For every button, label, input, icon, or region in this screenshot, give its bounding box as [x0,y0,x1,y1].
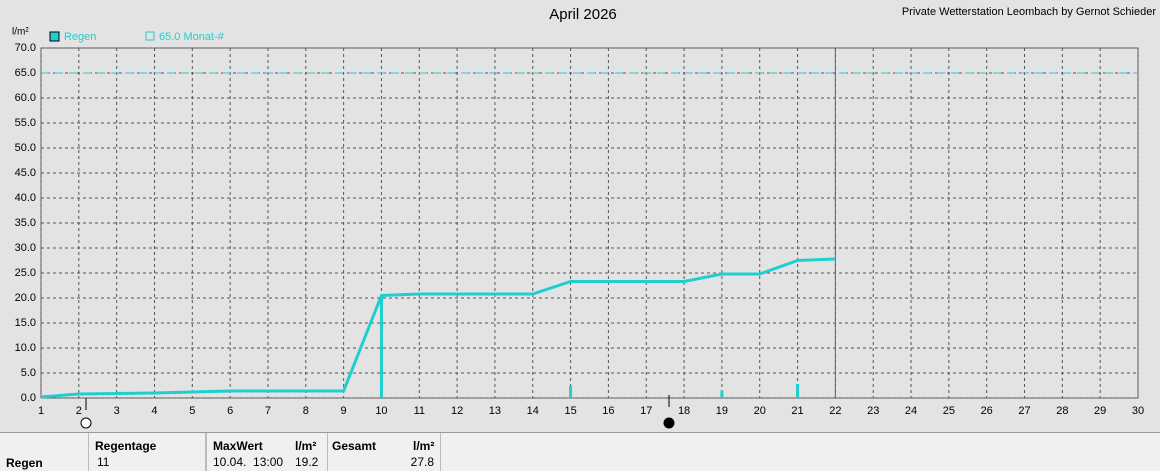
rain-line [40,257,836,399]
x-tick-label: 14 [527,405,539,417]
y-tick-label: 60.0 [15,92,36,104]
x-tick-label: 28 [1056,405,1068,417]
x-tick-label: 7 [265,405,271,417]
row-label: Regen [6,456,43,470]
chart-title: April 2026 [549,6,617,23]
y-tick-label: 40.0 [15,192,36,204]
header: MaxWert [213,439,263,453]
header: Gesamt [332,439,377,453]
y-tick-label: 20.0 [15,292,36,304]
x-tick-label: 18 [678,405,690,417]
x-tick-label: 21 [791,405,803,417]
x-tick-label: 20 [754,405,766,417]
x-tick-label: 22 [829,405,841,417]
unit: l/m² [295,439,317,453]
daily-bar [569,385,573,398]
unit: l/m² [413,439,435,453]
y-tick-label: 65.0 [15,67,36,79]
daily-bar [796,384,800,398]
cell: MaxWert l/m² 10.04. 13:00 19.2 [206,433,328,471]
x-tick-label: 11 [414,405,425,417]
x-tick-label: 27 [1018,405,1030,417]
x-tick-label: 2 [76,405,82,417]
full-moon-icon [80,417,92,429]
new-moon-icon [663,417,675,429]
x-tick-label: 25 [943,405,955,417]
summary-table: Regen Regentage 11 MaxWert l/m² 10.04. 1… [0,432,1160,471]
y-tick-label: 35.0 [15,217,36,229]
y-tick-label: 5.0 [21,367,36,379]
x-tick-label: 5 [189,405,195,417]
x-tick-label: 24 [905,405,917,417]
y-tick-label: 0.0 [21,392,36,404]
value: 19.2 [295,455,319,469]
header: Regentage [95,439,157,453]
value: 11 [97,455,110,469]
cell: Gesamt l/m² 27.8 [327,433,441,471]
y-tick-label: 10.0 [15,342,36,354]
x-tick-label: 1 [38,405,44,417]
x-tick-label: 3 [114,405,120,417]
date: 10.04. 13:00 [213,455,284,469]
x-tick-label: 17 [640,405,652,417]
legend-swatch [49,31,60,42]
x-tick-label: 4 [151,405,157,417]
x-tick-label: 19 [716,405,728,417]
x-tick-label: 30 [1132,405,1144,417]
legend-label: 65.0 Monat-# [159,31,225,43]
cell: Regentage 11 [88,433,206,471]
daily-bar [379,295,383,398]
x-tick-label: 6 [227,405,233,417]
x-tick-label: 12 [451,405,463,417]
credit: Private Wetterstation Leombach by Gernot… [902,6,1156,18]
y-tick-label: 45.0 [15,167,36,179]
y-tick-label: 30.0 [15,242,36,254]
x-tick-label: 15 [564,405,576,417]
y-tick-label: 15.0 [15,317,36,329]
x-tick-label: 13 [489,405,501,417]
x-tick-label: 9 [341,405,347,417]
y-tick-label: 25.0 [15,267,36,279]
x-tick-label: 16 [602,405,614,417]
x-tick-label: 29 [1094,405,1106,417]
legend-label: Regen [64,31,96,43]
x-tick-label: 8 [303,405,309,417]
y-tick-label: 70.0 [15,42,36,54]
x-tick-label: 26 [981,405,993,417]
chart: April 2026 Private Wetterstation Leombac… [12,6,1156,429]
y-tick-label: 50.0 [15,142,36,154]
value: 27.8 [410,455,434,469]
y-tick-label: 55.0 [15,117,36,129]
x-tick-label: 10 [375,405,387,417]
y-axis-unit: l/m² [12,27,29,38]
legend-swatch [145,31,155,41]
x-tick-label: 23 [867,405,879,417]
daily-bar [720,390,724,398]
